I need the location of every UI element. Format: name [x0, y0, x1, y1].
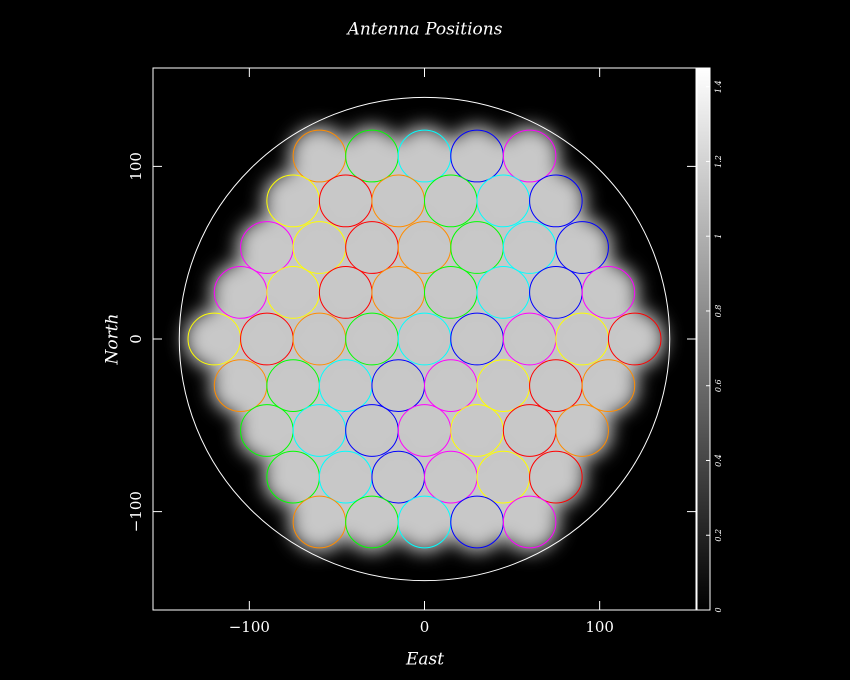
axes: −100 0 100 −100 0 100 0 0.2 0.4 0.6 0.8 1 1.2 1.4: [127, 67, 723, 636]
beam: [394, 400, 455, 461]
beam: [368, 447, 429, 507]
beam: [473, 447, 534, 507]
marker-layer: [178, 96, 671, 582]
beam: [578, 262, 639, 323]
beam: [446, 400, 508, 461]
colorbar-tick-label: 0.2: [714, 529, 723, 542]
beam: [236, 217, 298, 278]
beam: [262, 355, 324, 416]
antenna: [555, 221, 609, 274]
beam: [446, 309, 508, 369]
beam: [473, 262, 534, 323]
beam: [236, 400, 298, 461]
beam: [420, 262, 481, 323]
beam: [262, 171, 324, 231]
beam: [525, 447, 587, 507]
beam: [473, 171, 534, 231]
antenna: [581, 359, 636, 412]
x-axis-label: East: [405, 650, 444, 670]
antenna: [607, 312, 662, 366]
beam: [341, 217, 403, 278]
outer-circle: [178, 96, 671, 582]
antenna: [502, 495, 557, 549]
colorbar-tick-label: 0: [714, 607, 723, 612]
beam: [315, 355, 376, 416]
beam: [394, 492, 455, 552]
x-tick-label: 0: [420, 618, 430, 636]
beam: [551, 400, 613, 461]
antenna: [529, 174, 583, 228]
y-tick-label: 100: [127, 152, 145, 181]
colorbar-tick-label: 0.8: [714, 305, 723, 318]
x-tick-label: 100: [585, 618, 614, 636]
beam: [394, 309, 455, 369]
x-tick-label: −100: [229, 618, 270, 636]
chart-title: Antenna Positions: [346, 20, 503, 40]
beam: [368, 355, 429, 416]
beam: [604, 309, 665, 369]
colorbar-tick-label: 1: [714, 234, 723, 239]
beam: [368, 171, 429, 231]
beam: [499, 492, 560, 552]
beam: [473, 355, 534, 416]
beam: [289, 492, 350, 552]
beam: [525, 355, 587, 416]
beam: [341, 400, 403, 461]
beam: [420, 447, 481, 507]
beam: [262, 262, 324, 323]
beam: [551, 217, 613, 278]
beam: [315, 447, 376, 507]
beam: [368, 262, 429, 323]
beam: [236, 309, 298, 369]
antenna: [555, 404, 609, 457]
beam: [315, 262, 376, 323]
beam: [499, 400, 560, 461]
beam: [420, 171, 481, 231]
y-tick-label: 0: [127, 334, 145, 344]
beam: [289, 309, 350, 369]
beam: [394, 126, 455, 186]
beam: [210, 262, 271, 323]
beam: [289, 217, 350, 278]
antenna: [502, 129, 557, 183]
antenna: [581, 266, 636, 319]
beam: [341, 492, 403, 552]
beam: [525, 262, 587, 323]
beam: [499, 309, 560, 369]
beam: [184, 309, 245, 369]
beam: [262, 447, 324, 507]
colorbar-tick-label: 0.6: [714, 379, 723, 392]
colorbar-tick-label: 1.2: [714, 155, 723, 168]
beam: [499, 126, 560, 186]
beam: [446, 492, 508, 552]
colorbar: [696, 67, 711, 611]
beam: [578, 355, 639, 416]
antenna: [529, 450, 583, 504]
beam: [551, 309, 613, 369]
colorbar-tick-label: 1.4: [714, 80, 723, 93]
y-axis-label: North: [103, 313, 123, 365]
beam: [525, 171, 587, 231]
beam: [341, 126, 403, 186]
beam: [420, 355, 481, 416]
beam: [446, 126, 508, 186]
beam: [289, 400, 350, 461]
beam: [499, 217, 560, 278]
colorbar-tick-label: 0.4: [714, 454, 723, 467]
beam: [315, 171, 376, 231]
y-tick-label: −100: [127, 491, 145, 532]
beam: [289, 126, 350, 186]
beam-layer: [184, 126, 665, 552]
beam: [210, 355, 271, 416]
beam: [446, 217, 508, 278]
beam: [394, 217, 455, 278]
beam: [341, 309, 403, 369]
